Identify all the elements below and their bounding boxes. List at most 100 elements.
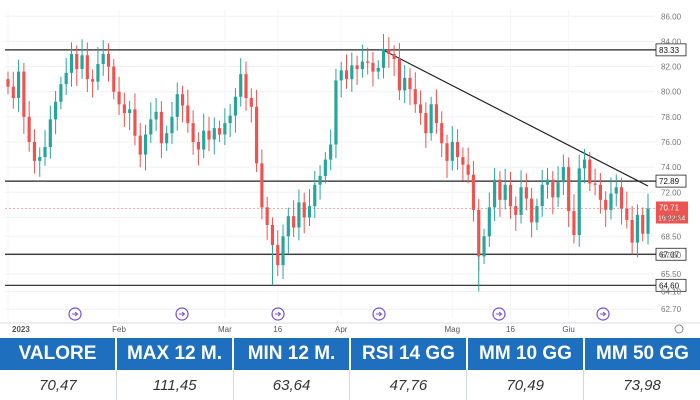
candle-body xyxy=(112,66,116,92)
arrow-right-icon xyxy=(179,311,186,317)
arrow-right-icon xyxy=(275,311,282,317)
candle-body xyxy=(604,199,608,210)
candle-body xyxy=(48,119,52,148)
candle-body xyxy=(625,208,629,220)
candle-body xyxy=(508,184,513,207)
candle-body xyxy=(545,179,550,185)
x-tick-label: Apr xyxy=(335,325,348,334)
candle-body xyxy=(614,187,618,194)
candle-body xyxy=(530,198,534,223)
candle-body xyxy=(355,65,359,70)
y-tick-label: 82.00 xyxy=(661,63,682,72)
candle-body xyxy=(149,119,153,135)
metric-header-max-12m: MAX 12 M. xyxy=(117,338,234,370)
arrow-right-icon xyxy=(376,311,383,317)
candle-body xyxy=(493,179,497,208)
candle-body xyxy=(339,70,343,81)
price-chart[interactable]: 83.33 72.89 67.07 64.60 70.71 16:22:34 86.00 8… xyxy=(0,0,700,338)
candle-body xyxy=(297,202,301,228)
candle-body xyxy=(466,164,470,175)
candle-body xyxy=(461,157,465,165)
x-tick-label: 16 xyxy=(506,325,515,334)
y-tick-label: 62.70 xyxy=(661,305,682,314)
candle-body xyxy=(106,54,111,67)
candle-body xyxy=(440,123,444,144)
candle-body xyxy=(101,54,105,65)
candle-body xyxy=(117,91,121,105)
y-tick-label: 86.00 xyxy=(661,12,682,21)
candle-body xyxy=(133,109,137,136)
candle-body xyxy=(582,159,587,169)
candle-body xyxy=(207,130,211,140)
metric-value-mm-10gg: 70,49 xyxy=(467,370,585,400)
candle-body xyxy=(91,79,95,82)
candle-body xyxy=(191,123,195,142)
candle-body xyxy=(503,184,507,200)
candle-body xyxy=(122,104,126,114)
candle-body xyxy=(196,142,200,150)
candle-body xyxy=(514,206,518,215)
candle-body xyxy=(59,84,63,102)
candle-body xyxy=(54,101,58,120)
level-label-box xyxy=(655,43,687,57)
candle-body xyxy=(344,70,349,80)
candle-body xyxy=(381,48,386,68)
arrow-right-icon xyxy=(72,311,79,317)
y-tick-label: 72.00 xyxy=(661,188,682,197)
candle-body xyxy=(371,62,375,72)
metric-header-mm-10gg: MM 10 GG xyxy=(468,338,585,370)
candle-body xyxy=(180,94,185,106)
gear-icon[interactable] xyxy=(674,324,684,334)
candle-body xyxy=(535,206,539,223)
trend-line xyxy=(383,49,649,187)
last-price-label: 70.71 xyxy=(659,204,680,213)
candle-body xyxy=(487,207,491,237)
candle-body xyxy=(265,207,269,225)
candle-body xyxy=(323,159,327,176)
candle-body xyxy=(456,142,460,158)
candle-body xyxy=(471,174,476,210)
candle-body xyxy=(556,182,560,198)
candle-body xyxy=(593,183,597,185)
candle-body xyxy=(445,143,449,161)
y-tick-label: 84.00 xyxy=(661,37,682,46)
candle-body xyxy=(228,115,232,124)
arrow-right-icon xyxy=(496,311,503,317)
candle-body xyxy=(292,216,296,228)
x-tick-label: Mag xyxy=(445,325,461,334)
candle-body xyxy=(519,187,523,215)
candle-body xyxy=(567,167,571,212)
candle-body xyxy=(429,104,433,134)
candle-body xyxy=(413,89,417,105)
candle-body xyxy=(646,208,650,234)
candle-body xyxy=(360,61,364,70)
candle-body xyxy=(387,48,391,54)
y-tick-label: 70.00 xyxy=(661,213,682,222)
candle-body xyxy=(143,134,148,155)
candle-body xyxy=(588,159,592,184)
candle-body xyxy=(329,144,333,160)
candle-body xyxy=(11,86,15,98)
y-tick-label: 67.00 xyxy=(661,251,682,260)
y-tick-label: 80.00 xyxy=(661,88,682,97)
level-label-box xyxy=(655,278,687,292)
candle-body xyxy=(551,179,555,198)
candle-body xyxy=(276,245,280,266)
x-tick-label: Mar xyxy=(218,325,232,334)
candle-body xyxy=(154,111,158,120)
candle-body xyxy=(350,65,354,80)
candle-body xyxy=(85,55,89,80)
candle-body xyxy=(302,202,306,218)
y-tick-label: 64.10 xyxy=(661,288,682,297)
candle-body xyxy=(202,130,206,150)
candle-body xyxy=(239,74,243,97)
x-tick-label: 2023 xyxy=(12,325,30,334)
candle-body xyxy=(424,113,428,134)
candle-body xyxy=(281,236,285,266)
candle-body xyxy=(233,96,238,116)
metrics-table: VALORE MAX 12 M. MIN 12 M. RSI 14 GG MM … xyxy=(0,338,700,400)
level-label-box xyxy=(655,174,687,188)
metric-value-valore: 70,47 xyxy=(0,370,117,400)
candle-body xyxy=(418,104,423,114)
candle-body xyxy=(482,236,486,257)
